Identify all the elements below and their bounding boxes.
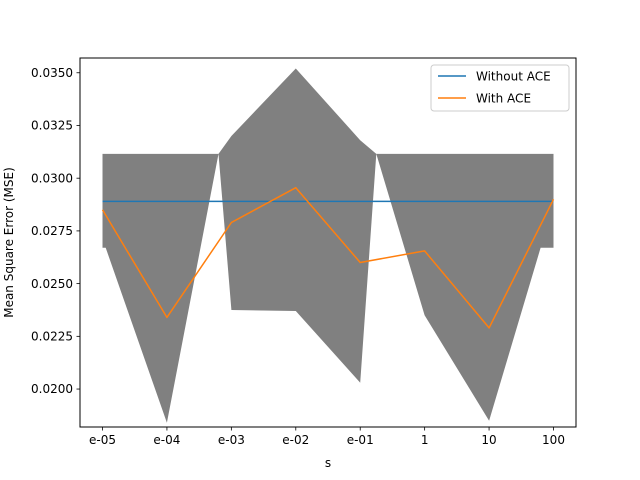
y-axis-label: Mean Square Error (MSE) <box>2 167 16 318</box>
y-tick-label: 0.0325 <box>31 119 73 133</box>
y-tick-label: 0.0300 <box>31 171 73 185</box>
x-tick-label: e-01 <box>347 433 374 447</box>
x-tick-label: 100 <box>542 433 565 447</box>
y-axis: 0.0200 0.0225 0.0250 0.0275 0.0300 0.0325 0.03… <box>31 66 80 396</box>
x-tick-label: e-03 <box>218 433 245 447</box>
x-axis: e-05 e-04 e-03 e-02 e-01 1 10 100 <box>89 427 565 447</box>
legend: Without ACE With ACE <box>430 64 570 112</box>
x-axis-label: s <box>325 456 331 470</box>
legend-label-without-ace: Without ACE <box>476 69 551 83</box>
x-tick-label: e-04 <box>153 433 180 447</box>
bands-layer <box>102 68 554 423</box>
series-layer <box>101 186 555 329</box>
x-tick-label: 10 <box>481 433 496 447</box>
x-tick-label: e-05 <box>89 433 116 447</box>
y-tick-label: 0.0350 <box>31 66 73 80</box>
x-tick-label: e-02 <box>282 433 309 447</box>
y-tick-label: 0.0200 <box>31 382 73 396</box>
legend-label-with-ace: With ACE <box>476 91 531 105</box>
error-band-0 <box>102 68 554 423</box>
series-line-with-ace <box>101 186 555 329</box>
x-tick-label: 1 <box>421 433 429 447</box>
y-tick-label: 0.0225 <box>31 330 73 344</box>
y-tick-label: 0.0275 <box>31 224 73 238</box>
axes-frame <box>79 57 577 428</box>
y-tick-label: 0.0250 <box>31 277 73 291</box>
